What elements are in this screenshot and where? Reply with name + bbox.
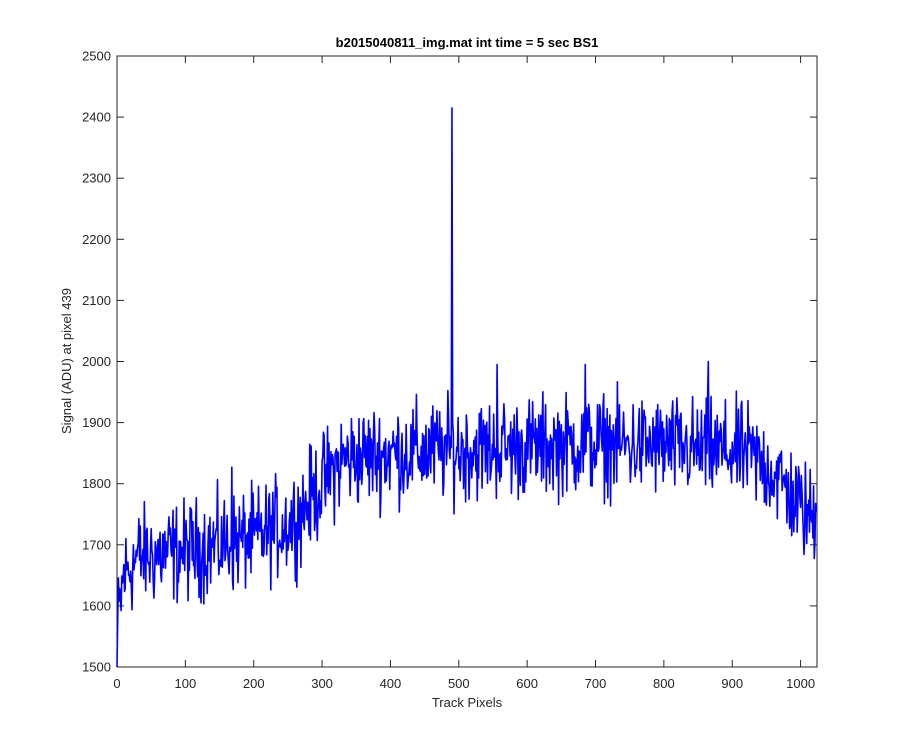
x-tick-label: 1000 xyxy=(786,676,815,691)
y-tick-label: 1700 xyxy=(82,537,111,552)
x-axis-label: Track Pixels xyxy=(432,695,503,710)
y-axis-label: Signal (ADU) at pixel 439 xyxy=(59,288,74,434)
y-axis: 1500 1600 1700 1800 1900 2000 2100 2200 2300 2400… xyxy=(82,49,817,675)
y-tick-label: 2100 xyxy=(82,293,111,308)
y-tick-label: 2400 xyxy=(82,110,111,125)
y-tick-label: 2300 xyxy=(82,171,111,186)
y-tick-label: 2200 xyxy=(82,232,111,247)
x-tick-label: 0 xyxy=(113,676,120,691)
series-line xyxy=(116,107,818,668)
x-tick-label: 600 xyxy=(516,676,538,691)
y-tick-label: 2000 xyxy=(82,354,111,369)
x-tick-label: 300 xyxy=(311,676,333,691)
chart-title: b2015040811_img.mat int time = 5 sec BS1 xyxy=(336,35,599,50)
x-tick-label: 700 xyxy=(585,676,607,691)
x-tick-label: 400 xyxy=(380,676,402,691)
y-tick-label: 2500 xyxy=(82,49,111,64)
x-tick-label: 500 xyxy=(448,676,470,691)
y-tick-label: 1600 xyxy=(82,598,111,613)
x-tick-label: 900 xyxy=(721,676,743,691)
x-axis: 0 100 200 300 400 500 600 700 800 900 1000 xyxy=(113,56,815,691)
y-tick-label: 1800 xyxy=(82,476,111,491)
x-tick-label: 200 xyxy=(243,676,265,691)
plot-area xyxy=(116,55,818,668)
y-tick-label: 1500 xyxy=(82,660,111,675)
y-tick-label: 1900 xyxy=(82,415,111,430)
x-tick-label: 100 xyxy=(175,676,197,691)
x-tick-label: 800 xyxy=(653,676,675,691)
